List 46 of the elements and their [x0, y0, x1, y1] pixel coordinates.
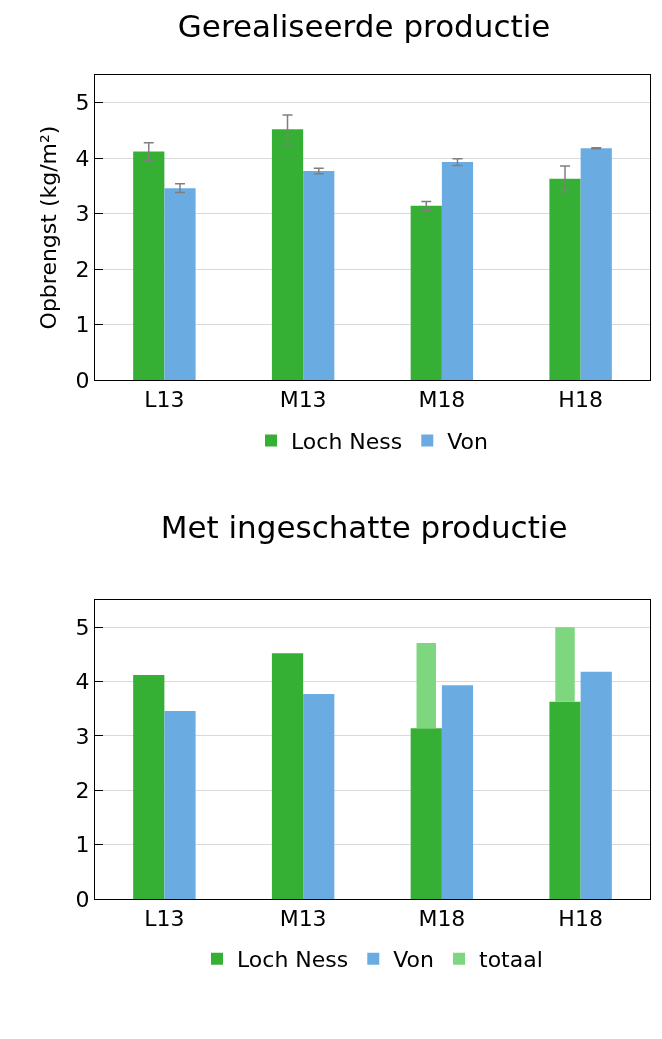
- chart-title: Gerealiseerde productie: [177, 7, 551, 44]
- bar: [133, 151, 165, 380]
- bar: [133, 675, 165, 899]
- y-tick-label: 1: [75, 312, 90, 338]
- y-tick-label: 0: [75, 886, 90, 912]
- x-tick-label: M18: [418, 906, 466, 932]
- bar: [555, 627, 575, 702]
- y-axis-title: Opbrengst (kg/m²): [36, 125, 62, 330]
- y-tick-label: 5: [75, 90, 90, 116]
- legend-label: Loch Ness: [291, 429, 403, 455]
- x-tick-label: H18: [558, 387, 603, 413]
- y-tick-label: 4: [75, 145, 90, 171]
- bar: [416, 642, 436, 729]
- y-tick-label: 2: [75, 256, 90, 282]
- y-tick-label: 1: [75, 832, 90, 858]
- y-tick-label: 2: [75, 777, 90, 803]
- bar: [410, 728, 442, 899]
- x-tick-label: L13: [144, 906, 185, 932]
- bar: [271, 129, 304, 380]
- legend-label: Von: [393, 947, 435, 973]
- y-tick-label: 0: [75, 367, 90, 393]
- legend-label: totaal: [479, 947, 543, 973]
- bar: [549, 178, 581, 380]
- bar: [164, 710, 196, 899]
- bar: [303, 170, 335, 380]
- bar: [303, 694, 335, 899]
- y-tick-label: 5: [75, 614, 90, 640]
- x-tick-label: L13: [144, 387, 185, 413]
- bar: [441, 162, 474, 380]
- y-tick-label: 4: [75, 669, 90, 695]
- legend-label: Von: [447, 429, 489, 455]
- bar: [580, 148, 612, 380]
- x-tick-label: H18: [558, 906, 603, 932]
- bar: [549, 701, 581, 899]
- x-tick-label: M13: [279, 906, 327, 932]
- bar: [441, 685, 474, 899]
- chart-title: Met ingeschatte productie: [160, 508, 568, 545]
- y-tick-label: 3: [75, 723, 90, 749]
- bar: [164, 188, 196, 380]
- bar: [410, 205, 442, 380]
- x-tick-label: M18: [418, 387, 466, 413]
- x-tick-label: M13: [279, 387, 327, 413]
- legend-label: Loch Ness: [237, 947, 349, 973]
- bar: [580, 671, 612, 899]
- bar: [271, 653, 304, 899]
- y-tick-label: 3: [75, 201, 90, 227]
